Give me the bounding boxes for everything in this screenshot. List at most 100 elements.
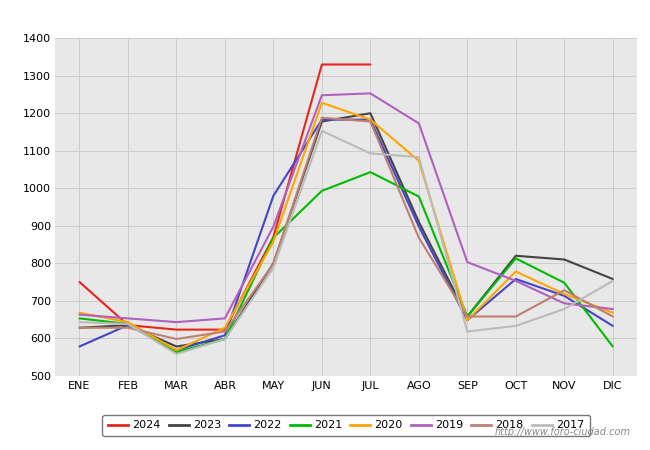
2021 (124, 321, 132, 327)
2019 (512, 278, 520, 284)
2022 (318, 117, 326, 122)
2021 (221, 336, 229, 342)
Text: Afiliados en Zaidín a 30/9/2024: Afiliados en Zaidín a 30/9/2024 (184, 7, 466, 25)
2018 (463, 314, 471, 319)
Line: 2018: 2018 (79, 118, 613, 339)
2022 (463, 318, 471, 323)
2023 (415, 219, 422, 225)
2021 (609, 344, 617, 349)
2017 (463, 329, 471, 334)
2023 (318, 119, 326, 124)
Line: 2023: 2023 (79, 113, 613, 346)
2021 (560, 280, 568, 285)
2017 (367, 151, 374, 156)
2022 (367, 117, 374, 122)
2023 (172, 344, 180, 349)
2018 (318, 115, 326, 121)
2019 (124, 316, 132, 321)
2021 (270, 235, 278, 240)
2021 (172, 349, 180, 355)
2018 (367, 119, 374, 124)
2022 (221, 333, 229, 338)
2019 (415, 121, 422, 126)
2019 (609, 306, 617, 312)
2024 (221, 327, 229, 332)
2022 (124, 322, 132, 328)
2020 (609, 310, 617, 315)
2023 (124, 322, 132, 328)
2024 (270, 234, 278, 240)
2022 (172, 347, 180, 353)
2017 (75, 320, 83, 325)
2018 (172, 336, 180, 342)
2021 (318, 188, 326, 194)
2024 (367, 62, 374, 67)
2019 (560, 301, 568, 306)
Line: 2024: 2024 (79, 64, 370, 329)
2019 (172, 320, 180, 325)
2020 (367, 117, 374, 122)
2020 (512, 269, 520, 274)
2019 (221, 316, 229, 321)
2023 (75, 325, 83, 330)
2019 (367, 91, 374, 96)
2023 (512, 253, 520, 258)
2018 (609, 314, 617, 319)
2017 (270, 265, 278, 270)
2021 (512, 256, 520, 261)
2022 (560, 293, 568, 299)
2017 (609, 278, 617, 284)
2020 (124, 320, 132, 325)
Text: http://www.foro-ciudad.com: http://www.foro-ciudad.com (495, 428, 630, 437)
2017 (172, 351, 180, 357)
2017 (221, 336, 229, 342)
2023 (221, 336, 229, 342)
Line: 2021: 2021 (79, 172, 613, 352)
2022 (609, 323, 617, 328)
2024 (75, 279, 83, 285)
Line: 2020: 2020 (79, 103, 613, 350)
2022 (415, 224, 422, 229)
2020 (463, 318, 471, 323)
2018 (270, 261, 278, 267)
Line: 2022: 2022 (79, 120, 613, 350)
2020 (75, 310, 83, 315)
2017 (124, 321, 132, 327)
2024 (172, 327, 180, 332)
2018 (221, 329, 229, 334)
2017 (415, 154, 422, 160)
2020 (172, 347, 180, 353)
2019 (463, 259, 471, 265)
2023 (560, 257, 568, 262)
2017 (560, 306, 568, 312)
2018 (124, 325, 132, 330)
Legend: 2024, 2023, 2022, 2021, 2020, 2019, 2018, 2017: 2024, 2023, 2022, 2021, 2020, 2019, 2018… (103, 415, 590, 436)
2017 (318, 128, 326, 134)
2020 (560, 291, 568, 297)
2018 (512, 314, 520, 319)
2022 (512, 276, 520, 282)
Line: 2019: 2019 (79, 94, 613, 322)
2018 (415, 235, 422, 240)
2021 (415, 194, 422, 199)
2023 (367, 111, 374, 116)
2024 (124, 322, 132, 328)
2021 (367, 169, 374, 175)
2018 (560, 288, 568, 293)
2020 (318, 100, 326, 105)
2022 (75, 344, 83, 349)
2019 (318, 93, 326, 98)
2022 (270, 193, 278, 198)
2024 (318, 62, 326, 67)
2021 (463, 314, 471, 319)
2017 (512, 323, 520, 328)
2019 (75, 312, 83, 317)
2020 (270, 239, 278, 244)
2023 (270, 261, 278, 266)
2020 (415, 158, 422, 164)
2018 (75, 325, 83, 330)
2023 (609, 276, 617, 282)
2023 (463, 314, 471, 319)
Line: 2017: 2017 (79, 131, 613, 354)
2020 (221, 325, 229, 330)
